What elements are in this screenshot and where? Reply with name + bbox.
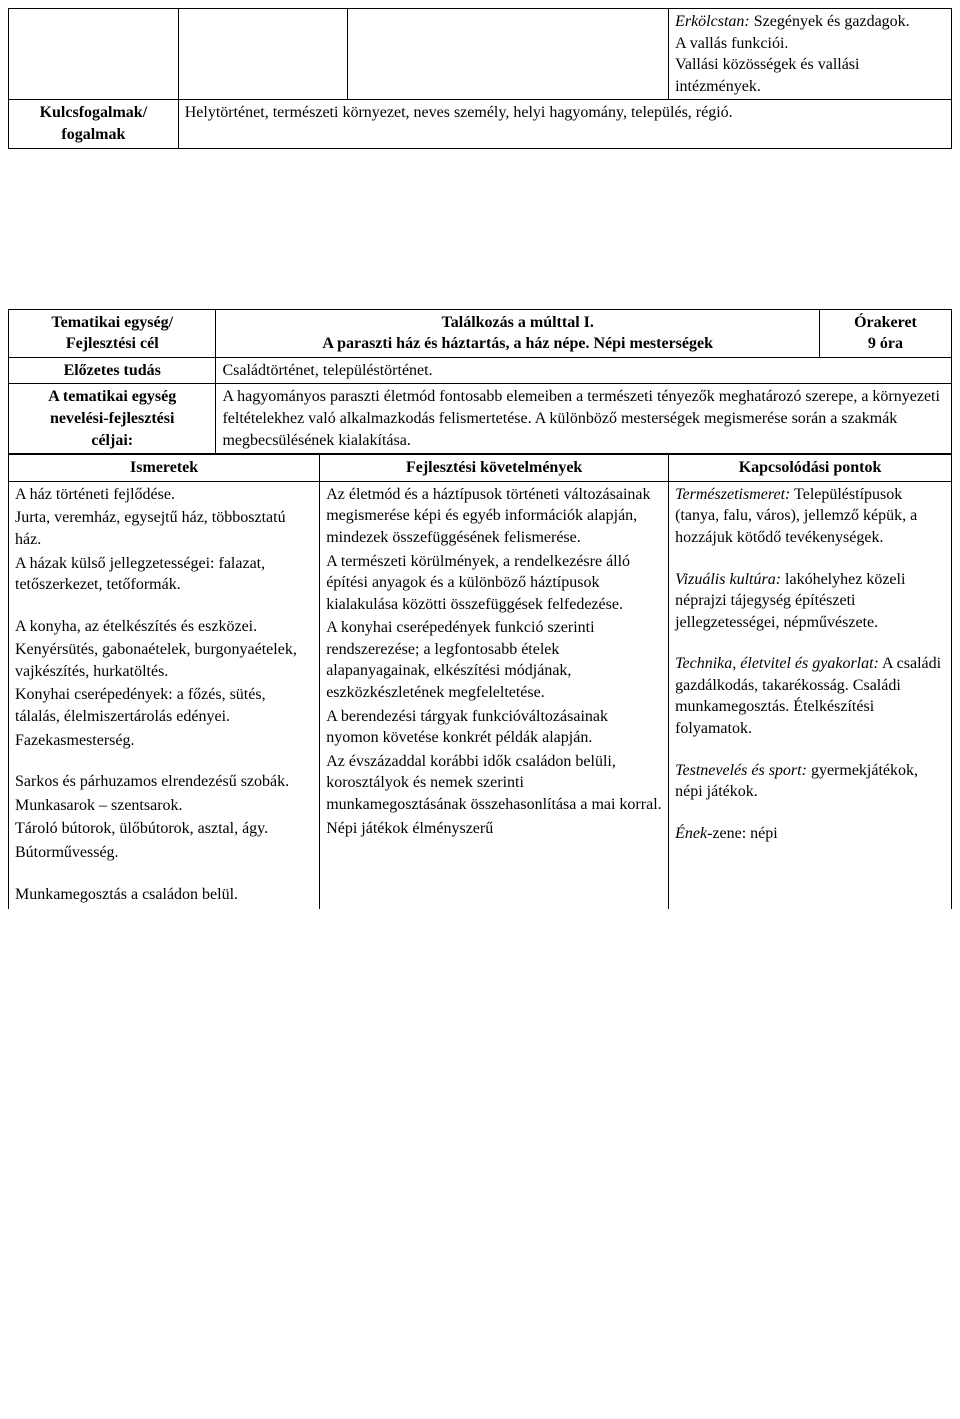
ismeretek-para: Konyhai cserépedények: a főzés, sütés, t… <box>15 684 313 727</box>
fejlesztesi-para: Népi játékok élményszerű <box>326 818 662 840</box>
ismeretek-para: Jurta, veremház, egysejtű ház, többoszta… <box>15 507 313 550</box>
hdr-kapcsolodasi: Kapcsolódási pontok <box>669 455 952 482</box>
unit-title: Találkozás a múlttal I. A paraszti ház é… <box>216 309 820 357</box>
ismeretek-para: Sarkos és párhuzamos elrendezésű szobák. <box>15 771 313 793</box>
kulcsfogalmak-label: Kulcsfogalmak/ fogalmak <box>9 100 179 148</box>
ismeretek-para <box>15 598 313 614</box>
erkolcstan-label: Erkölcstan: <box>675 13 754 30</box>
kapcsolodasi-para: Természetismeret: Településtípusok (tany… <box>675 484 945 549</box>
hdr-ismeretek: Ismeretek <box>9 455 320 482</box>
cell-empty-2 <box>178 9 348 100</box>
cell-erkolcstan: Erkölcstan: Szegények és gazdagok. A val… <box>669 9 952 100</box>
erkolcstan-text-2: A vallás funkciói. <box>675 35 788 52</box>
ismeretek-para: Munkasarok – szentsarok. <box>15 795 313 817</box>
celjai-label: A tematikai egység nevelési-fejlesztési … <box>9 384 216 454</box>
kapcsolodasi-para: Technika, életvitel és gyakorlat: A csal… <box>675 653 945 739</box>
fejlesztesi-para: A berendezési tárgyak funkcióváltozásain… <box>326 706 662 749</box>
kapcsolodasi-para <box>675 805 945 821</box>
table-row: Ismeretek Fejlesztési követelmények Kapc… <box>9 455 952 482</box>
table-row: A ház történeti fejlődése.Jurta, veremhá… <box>9 481 952 909</box>
ismeretek-cell: A ház történeti fejlődése.Jurta, veremhá… <box>9 481 320 909</box>
tematikai-egyseg-label: Tematikai egység/ Fejlesztési cél <box>9 309 216 357</box>
ismeretek-para: A ház történeti fejlődése. <box>15 484 313 506</box>
erkolcstan-text-3: Vallási közösségek és vallási intézménye… <box>675 56 859 95</box>
ismeretek-para: Munkamegosztás a családon belül. <box>15 884 313 906</box>
table-row: Előzetes tudás Családtörténet, település… <box>9 357 952 384</box>
kulcsfogalmak-value: Helytörténet, természeti környezet, neve… <box>178 100 951 148</box>
ismeretek-para <box>15 753 313 769</box>
table-row: Tematikai egység/ Fejlesztési cél Találk… <box>9 309 952 357</box>
fejlesztesi-para: A természeti körülmények, a rendelkezésr… <box>326 551 662 616</box>
ismeretek-para: Fazekasmesterség. <box>15 730 313 752</box>
kapcsolodasi-para: Ének-zene: népi <box>675 823 945 845</box>
table-unit-body: Ismeretek Fejlesztési követelmények Kapc… <box>8 454 952 909</box>
ismeretek-para: Tároló bútorok, ülőbútorok, asztal, ágy. <box>15 818 313 840</box>
spacer <box>8 149 952 309</box>
ismeretek-para: A házak külső jellegzetességei: falazat,… <box>15 553 313 596</box>
table-row: Erkölcstan: Szegények és gazdagok. A val… <box>9 9 952 100</box>
elozetes-tudas-value: Családtörténet, településtörténet. <box>216 357 952 384</box>
kapcsolodasi-para: Testnevelés és sport: gyermekjátékok, né… <box>675 760 945 803</box>
cell-empty-1 <box>9 9 179 100</box>
table-unit-header: Tematikai egység/ Fejlesztési cél Találk… <box>8 309 952 455</box>
ismeretek-para: Bútorművesség. <box>15 842 313 864</box>
ismeretek-para: A konyha, az ételkészítés és eszközei. <box>15 616 313 638</box>
kapcsolodasi-para: Vizuális kultúra: lakóhelyhez közeli nép… <box>675 569 945 634</box>
ismeretek-para <box>15 866 313 882</box>
fejlesztesi-para: Az életmód és a háztípusok történeti vál… <box>326 484 662 549</box>
cell-empty-3 <box>348 9 669 100</box>
fejlesztesi-para: Az évszázaddal korábbi idők családon bel… <box>326 751 662 816</box>
fejlesztesi-para: A konyhai cserépedények funkció szerinti… <box>326 617 662 703</box>
hdr-fejlesztesi: Fejlesztési követelmények <box>320 455 669 482</box>
celjai-value: A hagyományos paraszti életmód fontosabb… <box>216 384 952 454</box>
table-row: Kulcsfogalmak/ fogalmak Helytörténet, te… <box>9 100 952 148</box>
kapcsolodasi-para <box>675 742 945 758</box>
erkolcstan-text-1: Szegények és gazdagok. <box>754 13 910 30</box>
table-row: A tematikai egység nevelési-fejlesztési … <box>9 384 952 454</box>
kapcsolodasi-para <box>675 551 945 567</box>
table-prev-unit: Erkölcstan: Szegények és gazdagok. A val… <box>8 8 952 149</box>
kapcsolodasi-cell: Természetismeret: Településtípusok (tany… <box>669 481 952 909</box>
kapcsolodasi-para <box>675 635 945 651</box>
elozetes-tudas-label: Előzetes tudás <box>9 357 216 384</box>
ismeretek-para: Kenyérsütés, gabonaételek, burgonyaétele… <box>15 639 313 682</box>
orakeret: Órakeret 9 óra <box>819 309 951 357</box>
fejlesztesi-cell: Az életmód és a háztípusok történeti vál… <box>320 481 669 909</box>
